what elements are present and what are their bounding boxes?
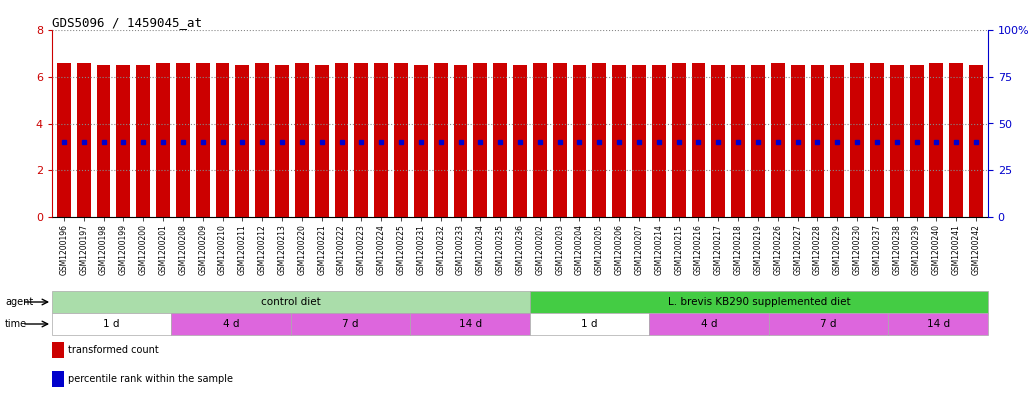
- Bar: [315, 65, 329, 217]
- Text: 14 d: 14 d: [458, 319, 482, 329]
- Bar: [692, 63, 705, 217]
- Bar: [195, 63, 210, 217]
- Bar: [57, 63, 71, 217]
- Text: 4 d: 4 d: [701, 319, 718, 329]
- Bar: [255, 63, 269, 217]
- Bar: [850, 63, 865, 217]
- Bar: [493, 63, 507, 217]
- Bar: [176, 63, 190, 217]
- Text: 14 d: 14 d: [926, 319, 950, 329]
- Bar: [453, 65, 468, 217]
- Bar: [870, 63, 884, 217]
- Text: L. brevis KB290 supplemented diet: L. brevis KB290 supplemented diet: [667, 297, 850, 307]
- Bar: [613, 65, 626, 217]
- Bar: [573, 65, 586, 217]
- Bar: [969, 65, 983, 217]
- Bar: [711, 65, 725, 217]
- Bar: [949, 63, 963, 217]
- Bar: [810, 65, 824, 217]
- Bar: [410, 313, 530, 335]
- Bar: [530, 313, 650, 335]
- Bar: [530, 291, 988, 313]
- Bar: [671, 63, 686, 217]
- Bar: [831, 65, 844, 217]
- Bar: [791, 65, 805, 217]
- Bar: [172, 313, 291, 335]
- Bar: [394, 63, 408, 217]
- Bar: [650, 313, 769, 335]
- Bar: [652, 65, 666, 217]
- Bar: [374, 63, 389, 217]
- Bar: [434, 63, 447, 217]
- Bar: [888, 313, 988, 335]
- Bar: [769, 313, 888, 335]
- Bar: [291, 313, 410, 335]
- Text: transformed count: transformed count: [69, 345, 159, 355]
- Bar: [216, 63, 229, 217]
- Bar: [97, 65, 110, 217]
- Bar: [334, 63, 348, 217]
- Bar: [355, 63, 368, 217]
- Bar: [474, 63, 487, 217]
- Text: 4 d: 4 d: [223, 319, 240, 329]
- Text: 1 d: 1 d: [582, 319, 598, 329]
- Bar: [553, 63, 566, 217]
- Text: percentile rank within the sample: percentile rank within the sample: [69, 374, 233, 384]
- Text: control diet: control diet: [261, 297, 321, 307]
- Text: time: time: [5, 319, 28, 329]
- Text: 1 d: 1 d: [104, 319, 120, 329]
- Text: GDS5096 / 1459045_at: GDS5096 / 1459045_at: [52, 16, 201, 29]
- Bar: [910, 65, 923, 217]
- Bar: [731, 65, 745, 217]
- Bar: [235, 65, 250, 217]
- Bar: [156, 63, 170, 217]
- Bar: [751, 65, 765, 217]
- Bar: [592, 63, 607, 217]
- Bar: [929, 63, 944, 217]
- Bar: [295, 63, 308, 217]
- Bar: [890, 65, 904, 217]
- Bar: [533, 63, 547, 217]
- Bar: [632, 65, 646, 217]
- Bar: [52, 313, 172, 335]
- Bar: [77, 63, 90, 217]
- Bar: [137, 65, 150, 217]
- Text: 7 d: 7 d: [820, 319, 837, 329]
- Text: agent: agent: [5, 297, 33, 307]
- Bar: [52, 291, 530, 313]
- Text: 7 d: 7 d: [342, 319, 359, 329]
- Bar: [276, 65, 289, 217]
- Bar: [414, 65, 428, 217]
- Bar: [771, 63, 784, 217]
- Bar: [513, 65, 527, 217]
- Bar: [116, 65, 131, 217]
